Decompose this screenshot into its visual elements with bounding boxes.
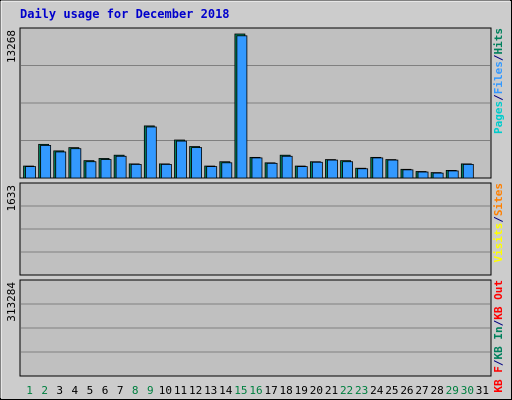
side-label-group: Visits/Sites xyxy=(492,183,505,263)
files-bar xyxy=(55,151,67,179)
day-label: 31 xyxy=(476,384,489,397)
y-max-label: 1633 xyxy=(5,185,18,212)
files-bar xyxy=(236,35,248,179)
files-bar xyxy=(251,157,263,179)
files-bar xyxy=(85,161,97,179)
files-bar xyxy=(221,162,233,179)
files-bar xyxy=(191,147,203,179)
files-bar xyxy=(417,171,429,179)
bars-layer xyxy=(21,33,490,353)
side-label: / xyxy=(492,359,505,366)
day-label: 26 xyxy=(400,384,413,397)
day-label: 21 xyxy=(325,384,338,397)
day-label: 14 xyxy=(219,384,233,397)
files-bar xyxy=(357,168,369,179)
files-bar xyxy=(115,155,127,179)
day-label: 2 xyxy=(41,384,48,397)
y-max-label: 13268 xyxy=(5,30,18,63)
day-label: 1 xyxy=(26,384,33,397)
files-bar xyxy=(70,148,82,179)
files-bar xyxy=(387,159,399,179)
day-label: 12 xyxy=(189,384,202,397)
day-label: 29 xyxy=(446,384,459,397)
files-bar xyxy=(462,164,474,179)
day-label: 28 xyxy=(431,384,444,397)
day-label: 13 xyxy=(204,384,217,397)
side-label: Visits xyxy=(492,223,505,263)
day-label: 7 xyxy=(117,384,124,397)
files-bar xyxy=(342,161,353,179)
day-label: 16 xyxy=(249,384,262,397)
day-label: 25 xyxy=(385,384,398,397)
files-bar xyxy=(372,157,384,179)
side-label: Hits xyxy=(492,28,505,55)
side-label-group: KB F/KB In/KB Out xyxy=(492,280,505,393)
side-label: / xyxy=(492,216,505,223)
side-label: KB Out xyxy=(492,280,505,320)
files-bar xyxy=(447,170,459,179)
files-bar xyxy=(176,140,187,179)
side-label: / xyxy=(492,54,505,61)
side-label: KB In xyxy=(492,326,505,359)
day-label: 30 xyxy=(461,384,474,397)
day-label: 9 xyxy=(147,384,154,397)
day-label: 27 xyxy=(415,384,428,397)
day-label: 23 xyxy=(355,384,368,397)
side-label: Pages xyxy=(492,101,505,134)
files-bar xyxy=(145,126,157,179)
day-label: 22 xyxy=(340,384,353,397)
files-bar xyxy=(161,164,172,179)
day-label: 4 xyxy=(72,384,79,397)
files-bar xyxy=(40,145,52,179)
day-label: 3 xyxy=(56,384,63,397)
files-bar xyxy=(266,162,278,179)
day-label: 5 xyxy=(87,384,94,397)
files-bar xyxy=(327,159,338,179)
day-label: 20 xyxy=(310,384,323,397)
files-bar xyxy=(432,172,444,179)
files-bar xyxy=(25,166,36,179)
side-label: / xyxy=(492,319,505,326)
side-label: Sites xyxy=(492,183,505,216)
files-bar xyxy=(130,164,142,179)
day-label: 8 xyxy=(132,384,139,397)
files-bar xyxy=(281,155,293,179)
day-label: 19 xyxy=(295,384,308,397)
day-label: 15 xyxy=(234,384,247,397)
side-label: Files xyxy=(492,61,505,94)
day-label: 6 xyxy=(102,384,109,397)
day-label: 18 xyxy=(280,384,293,397)
files-bar xyxy=(100,159,112,179)
day-label: 17 xyxy=(264,384,277,397)
y-max-label: 313284 xyxy=(5,282,18,322)
y-axis-max-labels: 13268 1633 313284 xyxy=(5,30,18,322)
side-label: KB F xyxy=(492,366,505,393)
day-label: 10 xyxy=(159,384,172,397)
side-label-group: Pages/Files/Hits xyxy=(492,28,505,134)
files-bar xyxy=(206,166,218,179)
day-label: 11 xyxy=(174,384,187,397)
day-label: 24 xyxy=(370,384,384,397)
files-bar xyxy=(311,161,323,179)
files-bar xyxy=(296,166,308,179)
side-label: / xyxy=(492,94,505,101)
files-bar xyxy=(402,169,414,179)
x-axis-day-labels: 1 2 3 4 5 6 7 8 9 10 11 12 13 14 15 16 17 18 19 20 21 22 23 24 2… xyxy=(26,384,489,397)
chart-title: Daily usage for December 2018 xyxy=(20,7,230,21)
